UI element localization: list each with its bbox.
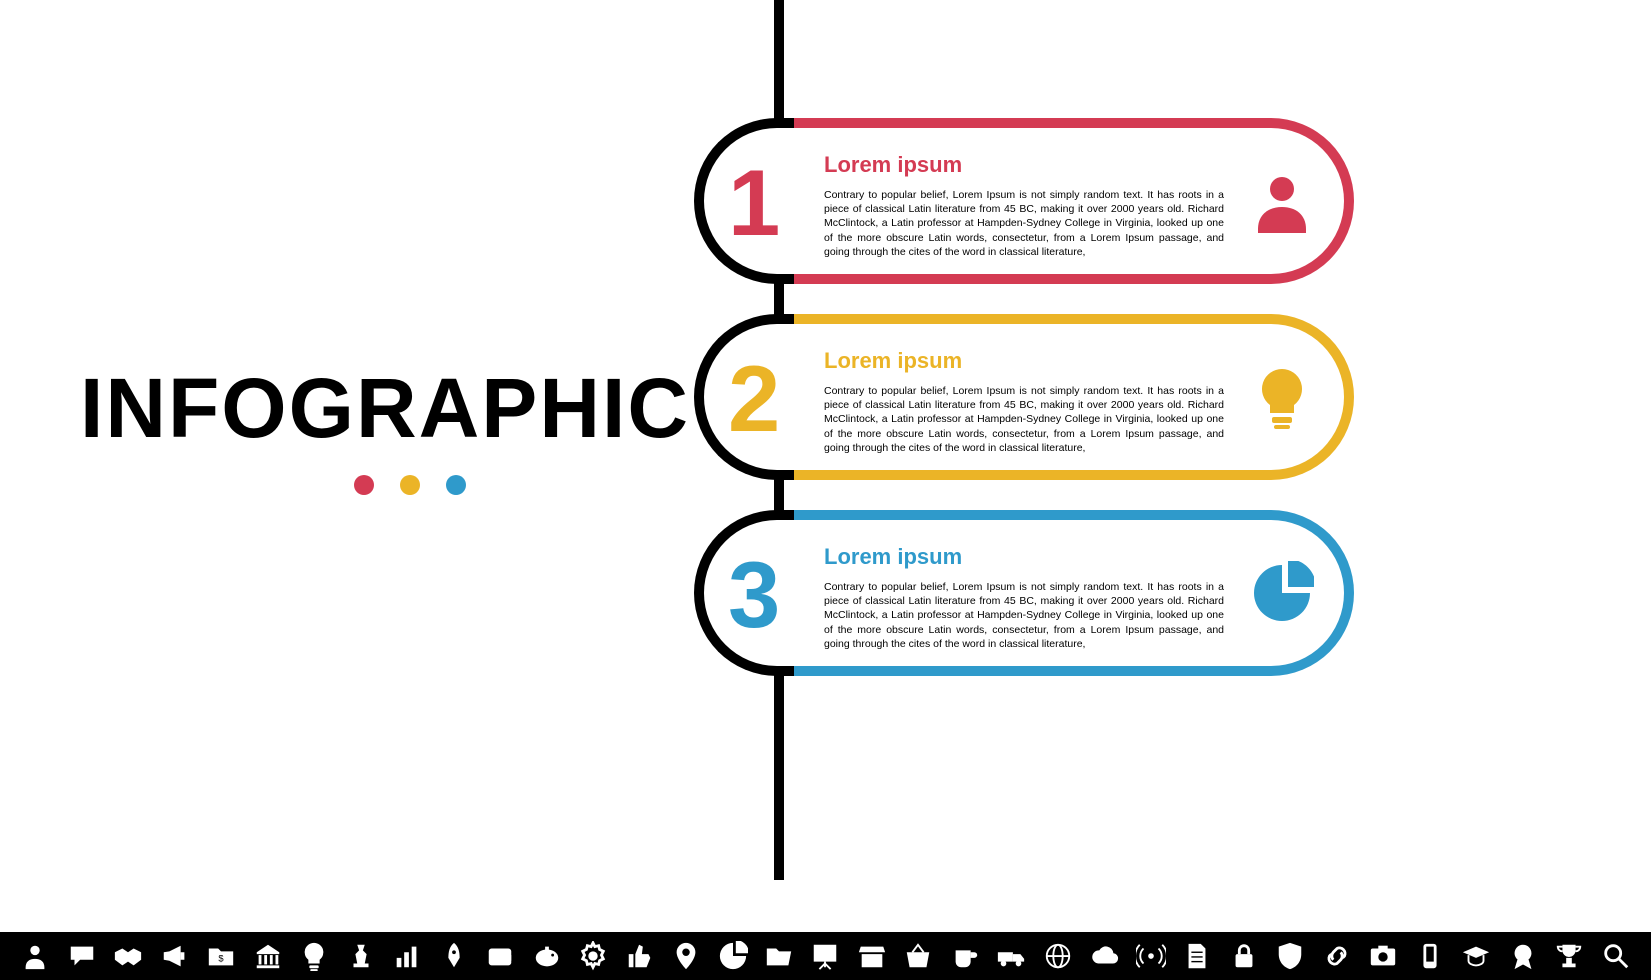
step-title: Lorem ipsum xyxy=(824,152,1224,178)
step-3: 3 Lorem ipsum Contrary to popular belief, … xyxy=(694,510,1394,676)
step-number: 3 xyxy=(728,548,780,642)
badge-gear-icon xyxy=(1508,941,1538,971)
handshake-icon xyxy=(113,941,143,971)
step-body: Contrary to popular belief, Lorem Ipsum … xyxy=(824,384,1224,455)
dot-1 xyxy=(354,475,374,495)
presentation-icon xyxy=(810,941,840,971)
bulb-icon xyxy=(299,941,329,971)
step-title: Lorem ipsum xyxy=(824,544,1224,570)
user-icon xyxy=(20,941,50,971)
step-pill: Lorem ipsum Contrary to popular belief, L… xyxy=(794,118,1354,284)
lock-icon xyxy=(1229,941,1259,971)
step-2: 2 Lorem ipsum Contrary to popular belief, … xyxy=(694,314,1394,480)
rocket-icon xyxy=(439,941,469,971)
phone-icon xyxy=(1415,941,1445,971)
step-pill: Lorem ipsum Contrary to popular belief, L… xyxy=(794,510,1354,676)
dot-2 xyxy=(400,475,420,495)
step-number: 2 xyxy=(728,352,780,446)
step-1: 1 Lorem ipsum Contrary to popular belief, … xyxy=(694,118,1394,284)
coffee-icon xyxy=(950,941,980,971)
speech-icon xyxy=(67,941,97,971)
store-icon xyxy=(857,941,887,971)
globe-icon xyxy=(1043,941,1073,971)
step-body: Contrary to popular belief, Lorem Ipsum … xyxy=(824,188,1224,259)
dot-3 xyxy=(446,475,466,495)
bulb-icon xyxy=(1250,365,1314,429)
step-title: Lorem ipsum xyxy=(824,348,1224,374)
title-dots xyxy=(200,475,620,495)
document-icon xyxy=(1182,941,1212,971)
wallet-icon xyxy=(485,941,515,971)
title-text: INFOGRAPHIC xyxy=(80,360,680,457)
broadcast-icon xyxy=(1136,941,1166,971)
bar-chart-icon xyxy=(392,941,422,971)
pin-icon xyxy=(671,941,701,971)
shield-icon xyxy=(1275,941,1305,971)
person-icon xyxy=(1250,169,1314,233)
title-block: INFOGRAPHIC xyxy=(80,360,680,495)
pie-icon xyxy=(1250,561,1314,625)
chess-icon xyxy=(346,941,376,971)
pie-chart-icon xyxy=(718,941,748,971)
step-body: Contrary to popular belief, Lorem Ipsum … xyxy=(824,580,1224,651)
gear-icon xyxy=(578,941,608,971)
cloud-icon xyxy=(1089,941,1119,971)
infographic-canvas: INFOGRAPHIC 1 Lorem ipsum Contrary to popu… xyxy=(0,0,1651,980)
truck-icon xyxy=(996,941,1026,971)
search-icon xyxy=(1601,941,1631,971)
link-icon xyxy=(1322,941,1352,971)
icon-bar xyxy=(0,932,1651,980)
money-folder-icon xyxy=(206,941,236,971)
thumbs-up-icon xyxy=(625,941,655,971)
folder-open-icon xyxy=(764,941,794,971)
bank-icon xyxy=(253,941,283,971)
basket-icon xyxy=(903,941,933,971)
grad-cap-icon xyxy=(1461,941,1491,971)
trophy-icon xyxy=(1554,941,1584,971)
step-pill: Lorem ipsum Contrary to popular belief, L… xyxy=(794,314,1354,480)
piggy-icon xyxy=(532,941,562,971)
photo-icon xyxy=(1368,941,1398,971)
megaphone-icon xyxy=(160,941,190,971)
step-number: 1 xyxy=(728,156,780,250)
